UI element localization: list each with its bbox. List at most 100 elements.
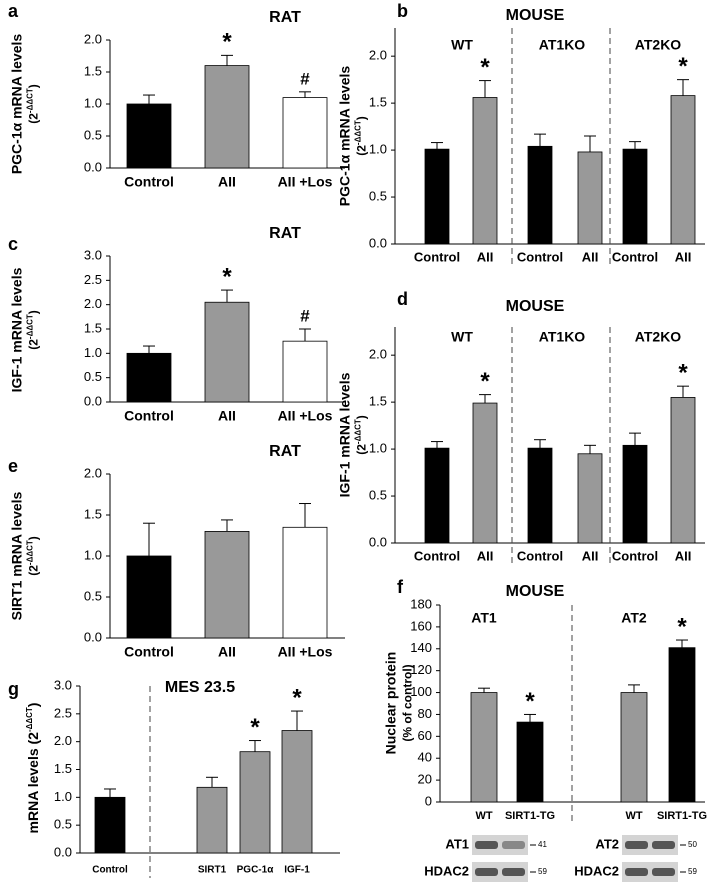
annotation: * [480, 368, 490, 395]
x-tick-label: AII [582, 548, 599, 563]
y-axis-label-part: ) [25, 703, 41, 708]
x-tick-label: AII [477, 249, 494, 264]
blot-band [475, 868, 498, 876]
y-axis-label-part: ) [355, 116, 369, 120]
y-tick-label: 0.5 [369, 188, 387, 203]
y-axis-label: PGC-1α mRNA levels [336, 66, 352, 207]
y-tick-label: 1.0 [84, 345, 102, 360]
group-label: AT2KO [635, 37, 682, 53]
x-tick-label: AII [582, 249, 599, 264]
x-tick-label: AII [477, 548, 494, 563]
x-tick-label: Control [124, 174, 174, 190]
blot-marker: 41 [538, 840, 547, 849]
y-tick-label: 0 [425, 793, 432, 808]
bar [126, 103, 172, 169]
y-tick-label: 1.0 [54, 789, 72, 804]
y-axis-label: (2-ΔΔCT) [25, 536, 41, 576]
annotation: # [300, 306, 310, 325]
y-tick-label: 0.0 [84, 393, 102, 408]
bar [622, 444, 648, 544]
panel-letter: d [397, 289, 408, 309]
x-tick-label: Control [124, 644, 174, 660]
y-tick-label: 2.0 [84, 465, 102, 480]
y-axis-label-part: ) [27, 536, 41, 540]
x-tick-label: Control [517, 548, 563, 563]
y-tick-label: 1.5 [54, 761, 72, 776]
y-axis-label-part: -ΔΔCT [25, 314, 34, 339]
bar [670, 95, 696, 245]
blot-label: HDAC2 [574, 863, 619, 878]
x-tick-label: AII [218, 174, 236, 190]
y-axis-label: (2-ΔΔCT) [353, 116, 369, 156]
panel: d MOUSE IGF-1 mRNA levels (2-ΔΔCT) 0.0 0.5 1.0… [336, 289, 705, 565]
panel-letter: b [397, 1, 408, 21]
bar [527, 145, 553, 245]
bar [94, 796, 126, 854]
panel-letter: f [397, 577, 404, 597]
annotation: * [250, 714, 260, 741]
y-axis-label: Nuclear protein [382, 652, 398, 755]
y-axis-label-part: ) [355, 415, 369, 419]
y-tick-label: 0.5 [84, 127, 102, 142]
y-axis-label: (% of control) [401, 664, 415, 741]
bar [668, 647, 696, 803]
blot-band [652, 868, 675, 876]
annotation: * [677, 613, 687, 640]
bar [424, 447, 450, 544]
bar [622, 148, 648, 245]
x-tick-label: SIRT1-TG [505, 810, 555, 822]
panel: f MOUSE Nuclear protein (% of control) 0 20 40… [382, 577, 707, 882]
bar [470, 692, 498, 803]
y-tick-label: 3.0 [54, 677, 72, 692]
y-axis-label-part: PGC-1α mRNA levels [8, 34, 24, 175]
x-tick-label: AII [675, 548, 692, 563]
x-tick-label: Control [124, 408, 174, 424]
y-axis-label: (2-ΔΔCT) [353, 415, 369, 455]
blot-marker: 59 [688, 867, 697, 876]
y-tick-label: 2.0 [54, 733, 72, 748]
y-tick-label: 2.0 [84, 31, 102, 46]
y-axis-label: (2-ΔΔCT) [25, 310, 41, 350]
x-tick-label: AII +Los [278, 408, 333, 424]
chart-title: MOUSE [506, 298, 565, 315]
y-axis-label-part: ) [27, 310, 41, 314]
bar [472, 402, 498, 544]
bar [670, 397, 696, 544]
y-axis-label-part: IGF-1 mRNA levels [8, 267, 24, 392]
chart-title: MES 23.5 [165, 679, 235, 696]
panel-letter: e [8, 456, 18, 476]
y-axis-label-part: (2 [27, 339, 41, 350]
y-tick-label: 0.0 [54, 844, 72, 859]
y-tick-label: 0.5 [54, 817, 72, 832]
y-tick-label: 120 [410, 662, 432, 677]
y-axis-label-part: (2 [355, 444, 369, 455]
blot-strip [472, 835, 528, 855]
y-tick-label: 0.5 [84, 588, 102, 603]
x-tick-label: Control [612, 548, 658, 563]
chart-title: RAT [269, 225, 301, 242]
panel-letter: a [8, 1, 19, 21]
bar [239, 751, 271, 854]
y-tick-label: 0.0 [84, 629, 102, 644]
bar [282, 340, 328, 403]
bar [204, 531, 250, 639]
bar [204, 301, 250, 403]
blot-label: AT2 [595, 836, 619, 851]
annotation: * [480, 54, 490, 81]
blot-label: AT1 [445, 836, 469, 851]
y-tick-label: 3.0 [84, 247, 102, 262]
y-tick-label: 1.5 [369, 95, 387, 110]
x-tick-label: AII +Los [278, 174, 333, 190]
y-tick-label: 0.0 [84, 159, 102, 174]
chart-title: RAT [269, 9, 301, 26]
y-axis-label-part: Nuclear protein [382, 652, 398, 755]
y-axis-label: PGC-1α mRNA levels [8, 34, 24, 175]
bar [196, 786, 228, 854]
panel: a RAT PGC-1α mRNA levels (2-ΔΔCT) 0.0 0.5 1.0 1… [8, 1, 345, 190]
x-tick-label: AII [218, 408, 236, 424]
x-tick-label: SIRT1-TG [657, 810, 707, 822]
y-tick-label: 2.0 [84, 296, 102, 311]
group-label: AT1KO [539, 37, 586, 53]
y-tick-label: 40 [418, 750, 432, 765]
panel: e RAT SIRT1 mRNA levels (2-ΔΔCT) 0.0 0.5 1.0 1.… [8, 443, 345, 660]
